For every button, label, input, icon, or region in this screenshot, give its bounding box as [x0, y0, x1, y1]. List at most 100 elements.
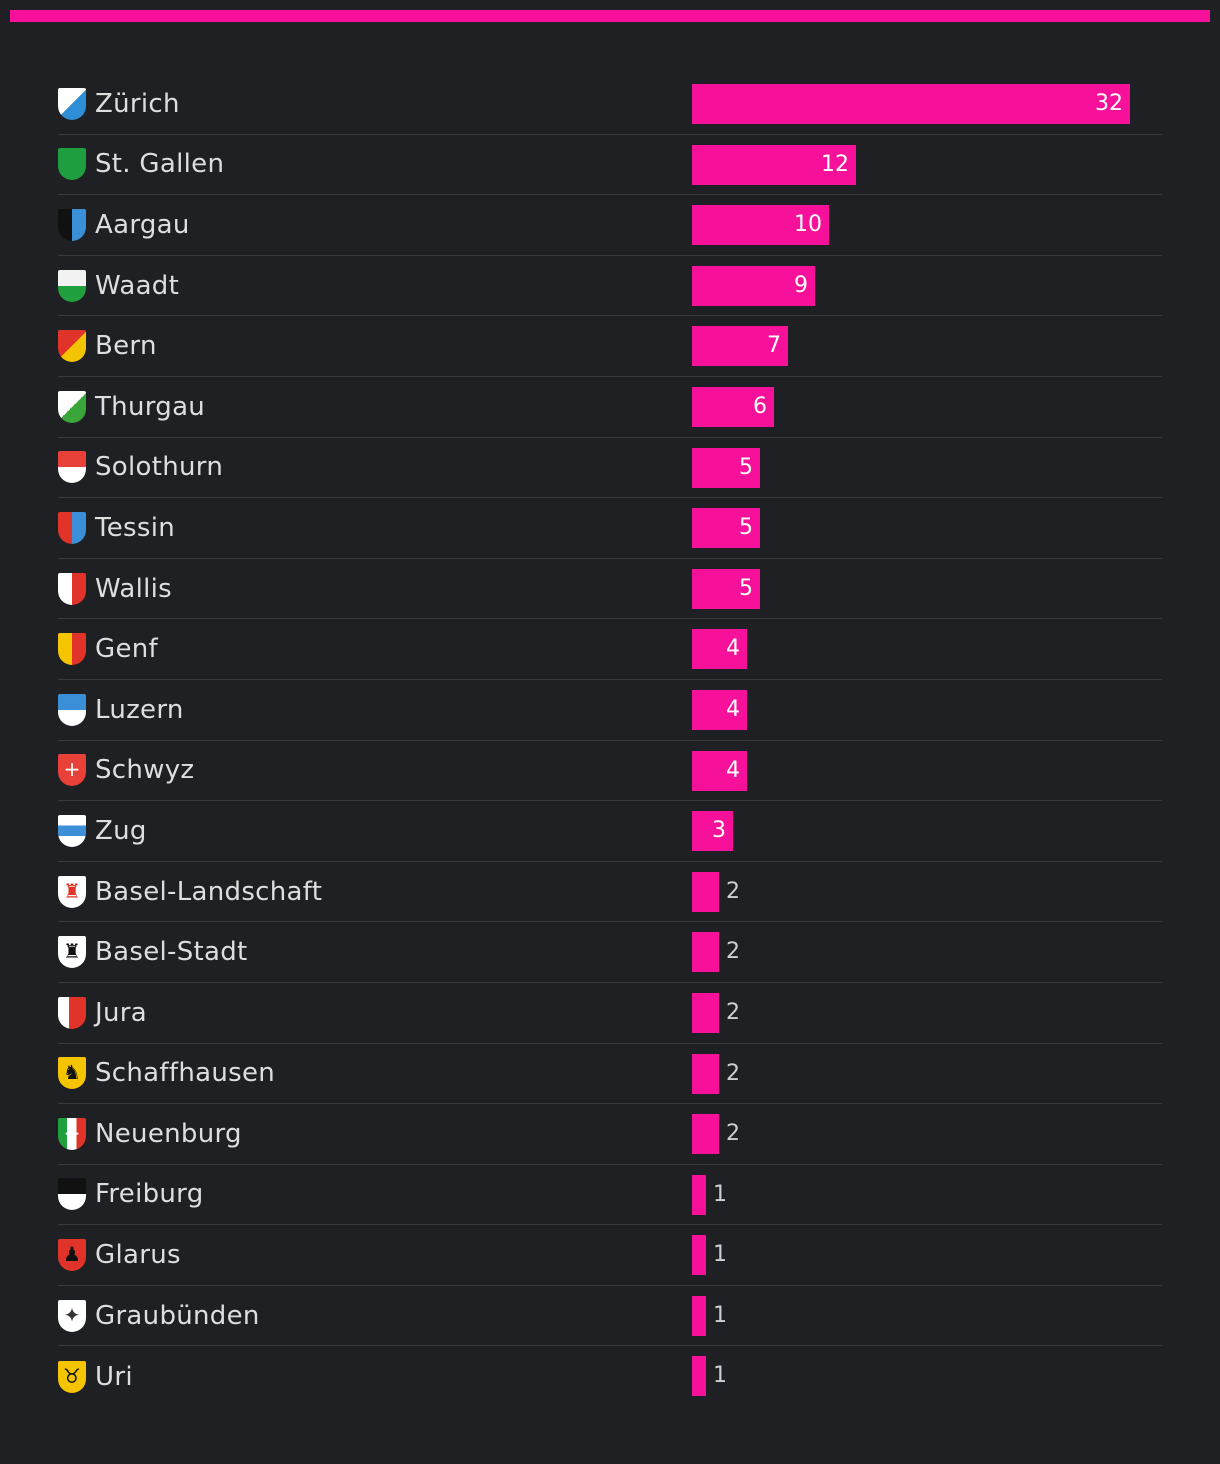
data-label: 32: [1095, 91, 1123, 116]
category-label: Luzern: [58, 680, 184, 740]
category-label: St. Gallen: [58, 135, 224, 195]
category-name: Thurgau: [95, 391, 206, 422]
category-label: ♞ Schaffhausen: [58, 1044, 275, 1104]
data-label: 3: [712, 818, 726, 844]
data-label: 2: [726, 1121, 740, 1147]
horizontal-bar-chart: Zürich 32 St. Gallen 12 Aargau 10 Waadt 9 Bern 7 T…: [58, 74, 1162, 1407]
category-label: Thurgau: [58, 377, 205, 437]
category-label: ✦ Graubünden: [58, 1286, 260, 1346]
schwyz-flag-icon: +: [58, 754, 86, 787]
st-gallen-flag-icon: [58, 148, 86, 181]
bar-track: 10: [692, 195, 1162, 255]
data-label: 5: [739, 454, 753, 480]
bar: [692, 386, 774, 427]
table-row: + Schwyz 4: [58, 741, 1162, 802]
bar-track: 5: [692, 559, 1162, 619]
bar-track: 2: [692, 862, 1162, 922]
bar: [692, 447, 760, 488]
zurich-flag-icon: [58, 87, 86, 120]
bar-track: 4: [692, 680, 1162, 740]
bar: [692, 629, 747, 670]
bar: [692, 871, 719, 912]
bar-track: 9: [692, 256, 1162, 316]
category-label: ♜ Basel-Stadt: [58, 922, 248, 982]
table-row: Wallis 5: [58, 559, 1162, 620]
data-label: 1: [713, 1181, 727, 1207]
table-row: Luzern 4: [58, 680, 1162, 741]
schaffhausen-flag-icon: ♞: [58, 1057, 86, 1090]
category-label: ♉ Uri: [58, 1346, 133, 1407]
category-name: Freiburg: [95, 1179, 204, 1210]
category-label: + Neuenburg: [58, 1104, 242, 1164]
bar: [692, 265, 815, 306]
category-label: Zug: [58, 801, 147, 861]
bar: [692, 750, 747, 791]
category-name: Schwyz: [95, 755, 195, 786]
bar: [692, 1174, 706, 1215]
bar: [692, 1053, 719, 1094]
waadt-flag-icon: [58, 269, 86, 302]
bar-track: 4: [692, 741, 1162, 801]
glarus-flag-icon: ♟: [58, 1239, 86, 1272]
data-label: 4: [726, 696, 740, 722]
category-name: St. Gallen: [95, 149, 225, 180]
bar-track: 1: [692, 1165, 1162, 1225]
table-row: ♞ Schaffhausen 2: [58, 1044, 1162, 1105]
table-row: Jura 2: [58, 983, 1162, 1044]
thurgau-flag-icon: [58, 390, 86, 423]
bar-track: 7: [692, 316, 1162, 376]
table-row: + Neuenburg 2: [58, 1104, 1162, 1165]
bar: [692, 1356, 706, 1397]
category-name: Uri: [95, 1361, 133, 1392]
category-label: + Schwyz: [58, 741, 194, 801]
table-row: ♜ Basel-Stadt 2: [58, 922, 1162, 983]
wallis-flag-icon: [58, 572, 86, 605]
bar: [692, 932, 719, 973]
table-row: Aargau 10: [58, 195, 1162, 256]
zug-flag-icon: [58, 814, 86, 847]
category-name: Genf: [95, 634, 158, 665]
luzern-flag-icon: [58, 693, 86, 726]
bar-track: 1: [692, 1346, 1162, 1407]
category-label: Waadt: [58, 256, 179, 316]
uri-flag-icon: ♉: [58, 1360, 86, 1393]
category-name: Solothurn: [95, 452, 224, 483]
category-name: Aargau: [95, 209, 190, 240]
data-label: 2: [726, 1060, 740, 1086]
flag-emblem: +: [63, 1120, 81, 1145]
data-label: 2: [726, 878, 740, 904]
bar: [692, 568, 760, 609]
basel-landschaft-flag-icon: ♜: [58, 875, 86, 908]
category-label: ♟ Glarus: [58, 1225, 181, 1285]
bar-track: 3: [692, 801, 1162, 861]
category-name: Zug: [95, 815, 147, 846]
bar: [692, 326, 788, 367]
table-row: ♜ Basel-Landschaft 2: [58, 862, 1162, 923]
category-label: Bern: [58, 316, 157, 376]
table-row: St. Gallen 12: [58, 135, 1162, 196]
table-row: Tessin 5: [58, 498, 1162, 559]
category-label: Solothurn: [58, 438, 223, 498]
data-label: 4: [726, 636, 740, 662]
category-name: Bern: [95, 331, 157, 362]
data-label: 7: [767, 333, 781, 359]
bar: [692, 1235, 706, 1276]
category-name: Waadt: [95, 270, 180, 301]
table-row: Freiburg 1: [58, 1165, 1162, 1226]
category-name: Wallis: [95, 573, 172, 604]
category-name: Zürich: [95, 88, 180, 119]
table-row: ✦ Graubünden 1: [58, 1286, 1162, 1347]
category-label: Zürich: [58, 74, 180, 134]
bar-track: 12: [692, 135, 1162, 195]
bar-track: 2: [692, 1044, 1162, 1104]
neuenburg-flag-icon: +: [58, 1117, 86, 1150]
category-label: Genf: [58, 619, 158, 679]
flag-emblem: ♟: [63, 1242, 81, 1267]
genf-flag-icon: [58, 633, 86, 666]
category-label: Freiburg: [58, 1165, 204, 1225]
category-label: Jura: [58, 983, 147, 1043]
category-name: Graubünden: [95, 1300, 260, 1331]
data-label: 1: [713, 1302, 727, 1328]
flag-emblem: ♜: [63, 878, 81, 903]
table-row: Waadt 9: [58, 256, 1162, 317]
